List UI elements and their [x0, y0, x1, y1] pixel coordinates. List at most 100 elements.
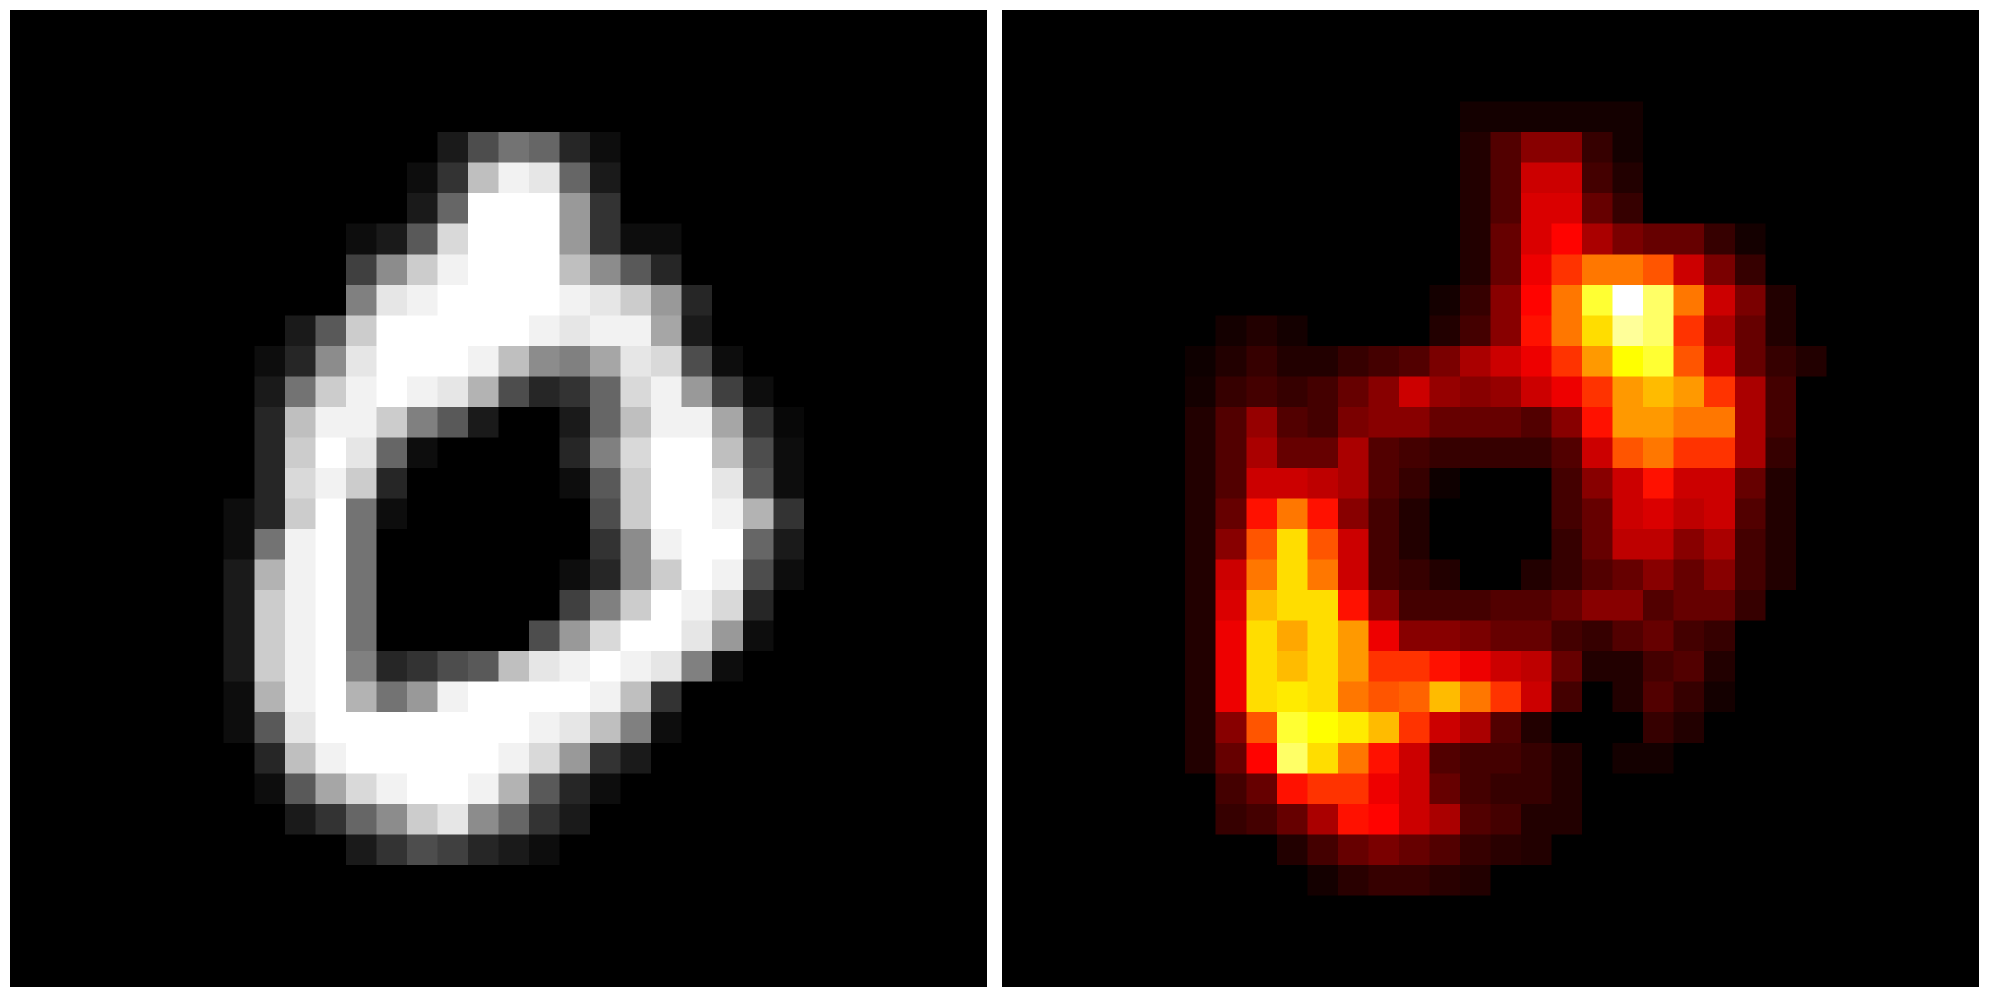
pixel-cell	[1795, 590, 1827, 622]
pixel-cell	[1154, 254, 1186, 286]
pixel-cell	[590, 773, 622, 805]
pixel-cell	[773, 376, 805, 408]
pixel-cell	[956, 712, 987, 744]
pixel-cell	[315, 712, 347, 744]
pixel-cell	[1337, 193, 1369, 225]
pixel-cell	[864, 101, 897, 133]
pixel-cell	[1521, 834, 1553, 866]
pixel-cell	[956, 773, 987, 805]
pixel-cell	[193, 956, 225, 987]
pixel-cell	[1002, 10, 1034, 42]
pixel-cell	[1124, 437, 1156, 469]
pixel-cell	[1307, 315, 1339, 347]
pixel-cell	[193, 193, 225, 225]
pixel-cell	[1398, 406, 1431, 439]
pixel-cell	[315, 315, 347, 347]
pixel-cell	[956, 223, 987, 255]
pixel-cell	[315, 101, 347, 133]
pixel-cell	[1673, 101, 1705, 133]
pixel-cell	[1948, 529, 1979, 561]
pixel-cell	[467, 834, 500, 866]
pixel-cell	[437, 559, 469, 591]
pixel-cell	[1612, 590, 1644, 622]
pixel-cell	[101, 315, 133, 347]
pixel-cell	[925, 529, 958, 561]
pixel-cell	[1673, 498, 1705, 530]
pixel-cell	[1704, 712, 1736, 744]
pixel-cell	[1429, 681, 1461, 713]
pixel-cell	[1002, 40, 1034, 72]
pixel-cell	[1795, 71, 1827, 103]
pixel-cell	[132, 925, 164, 958]
pixel-cell	[71, 651, 103, 683]
pixel-cell	[1246, 925, 1278, 958]
pixel-cell	[1643, 834, 1675, 866]
pixel-cell	[1521, 162, 1553, 194]
pixel-cell	[1215, 773, 1247, 805]
pixel-cell	[895, 651, 927, 683]
pixel-cell	[803, 773, 835, 805]
pixel-cell	[1704, 284, 1736, 316]
pixel-cell	[1093, 284, 1125, 316]
pixel-cell	[712, 529, 744, 561]
pixel-cell	[529, 40, 561, 72]
pixel-cell	[1948, 223, 1979, 255]
pixel-cell	[1612, 803, 1644, 835]
pixel-cell	[1643, 40, 1675, 72]
pixel-cell	[101, 254, 133, 286]
pixel-cell	[1337, 284, 1369, 316]
pixel-cell	[1429, 651, 1461, 683]
pixel-cell	[864, 376, 897, 408]
pixel-cell	[1490, 803, 1522, 835]
pixel-cell	[681, 101, 713, 133]
pixel-cell	[132, 345, 164, 377]
pixel-cell	[1459, 437, 1492, 469]
pixel-cell	[1582, 132, 1614, 164]
pixel-cell	[1826, 712, 1858, 744]
pixel-cell	[1582, 437, 1614, 469]
pixel-cell	[223, 864, 255, 897]
pixel-cell	[773, 681, 805, 713]
pixel-cell	[40, 956, 72, 987]
pixel-cell	[712, 773, 744, 805]
pixel-cell	[254, 773, 286, 805]
pixel-cell	[1093, 498, 1125, 530]
pixel-cell	[40, 345, 72, 377]
pixel-cell	[590, 925, 622, 958]
pixel-cell	[559, 437, 591, 469]
pixel-cell	[1337, 620, 1369, 652]
pixel-cell	[529, 345, 561, 377]
pixel-cell	[1398, 71, 1431, 103]
pixel-cell	[742, 101, 774, 133]
pixel-cell	[40, 254, 72, 286]
pixel-cell	[1612, 284, 1644, 316]
pixel-cell	[1765, 529, 1797, 561]
pixel-cell	[1063, 437, 1095, 469]
pixel-cell	[1337, 742, 1369, 774]
pixel-cell	[1124, 132, 1156, 164]
pixel-cell	[803, 437, 835, 469]
pixel-cell	[620, 437, 652, 469]
pixel-cell	[620, 620, 652, 652]
pixel-cell	[956, 895, 987, 927]
pixel-cell	[1643, 193, 1675, 225]
pixel-cell	[1337, 681, 1369, 713]
pixel-cell	[1307, 193, 1339, 225]
pixel-cell	[284, 223, 316, 255]
pixel-cell	[406, 71, 439, 103]
pixel-cell	[1307, 895, 1339, 927]
pixel-cell	[376, 437, 408, 469]
pixel-cell	[1276, 864, 1308, 897]
pixel-cell	[1490, 101, 1522, 133]
pixel-cell	[1276, 529, 1308, 561]
pixel-cell	[1276, 40, 1308, 72]
pixel-cell	[925, 254, 958, 286]
pixel-cell	[1124, 40, 1156, 72]
pixel-cell	[1643, 559, 1675, 591]
pixel-cell	[345, 834, 377, 866]
heatmap-panel	[1002, 10, 1979, 987]
pixel-cell	[193, 223, 225, 255]
pixel-cell	[925, 345, 958, 377]
pixel-cell	[40, 223, 72, 255]
pixel-cell	[162, 925, 194, 958]
